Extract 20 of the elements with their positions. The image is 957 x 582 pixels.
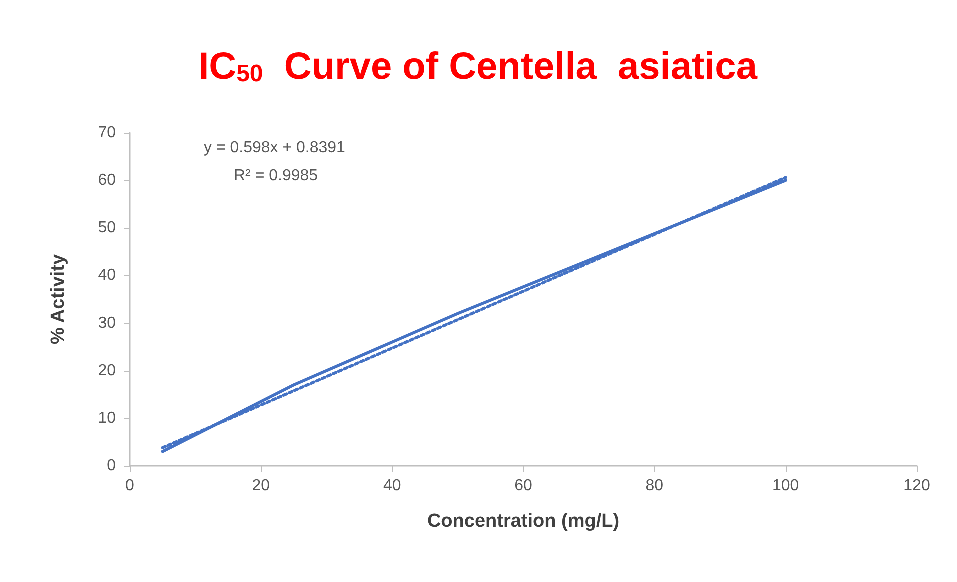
chart-title: IC50 Curve of Centella asiatica [198,46,758,88]
y-tick-label: 20 [98,362,116,380]
y-tick-label: 40 [98,267,116,284]
x-tick-label: 120 [904,478,930,494]
x-tick-label: 80 [646,478,664,494]
x-tick-label: 0 [126,478,135,494]
x-tick-label: 20 [252,478,270,494]
annotation: y = 0.598x + 0.8391 [204,140,346,156]
y-tick-label: 60 [98,172,116,190]
y-tick-label: 10 [98,410,116,427]
x-tick-label: 100 [772,478,800,494]
y-tick-label: 0 [107,458,116,474]
x-tick-label: 60 [514,478,532,494]
y-tick-label: 50 [98,220,116,237]
x-tick-label: 40 [383,478,402,494]
x-axis-title: Concentration (mg/L) [427,511,620,532]
annotation: R² = 0.9985 [234,168,318,184]
y-tick-label: 70 [98,124,116,142]
y-tick-label: 30 [98,314,116,332]
y-axis-title: % Activity [48,254,69,345]
